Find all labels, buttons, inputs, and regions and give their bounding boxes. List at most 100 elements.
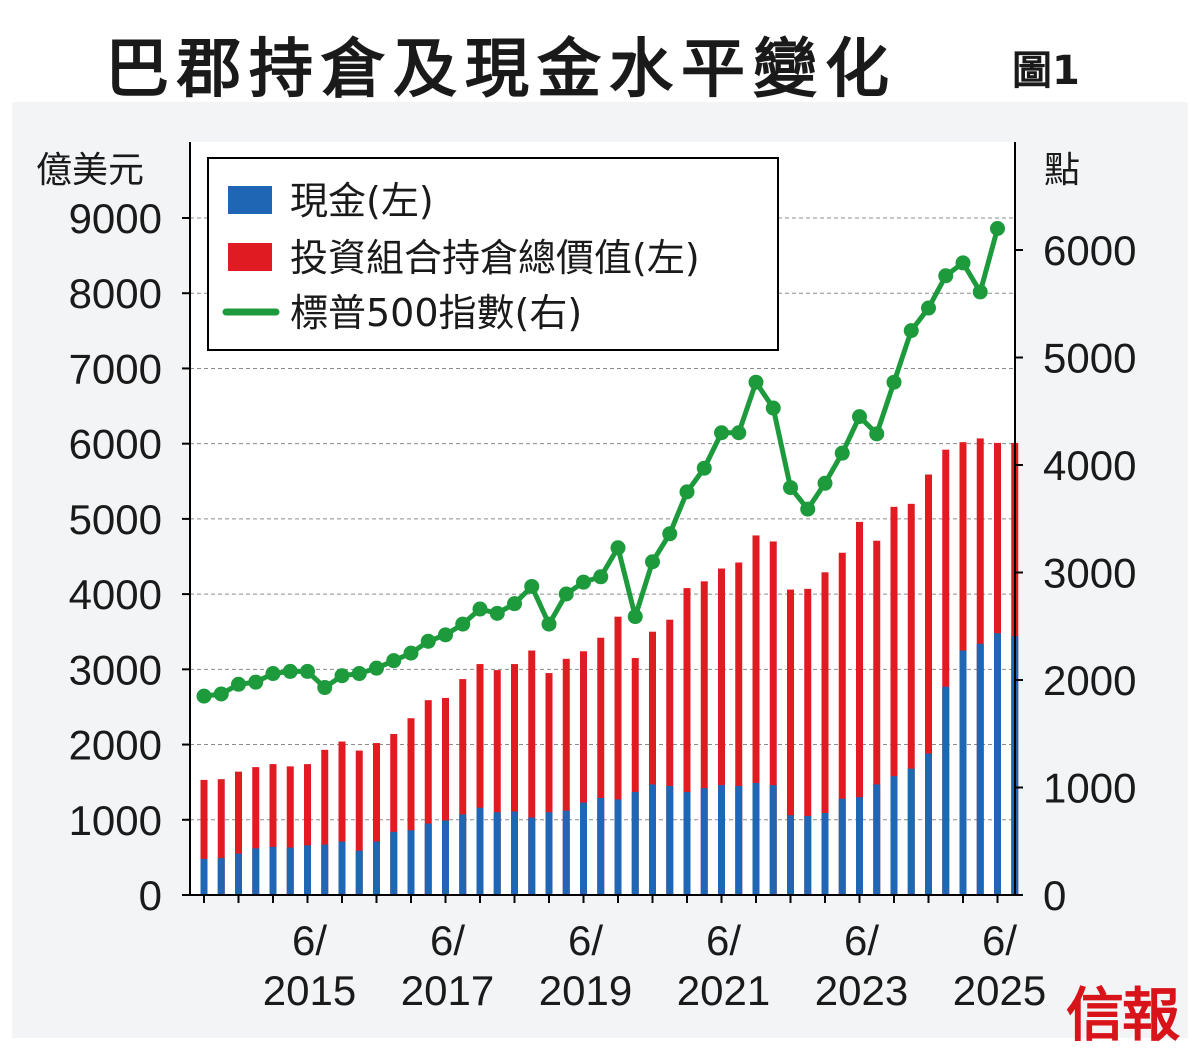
sp500-point — [817, 475, 833, 491]
right-tick-label: 2000 — [1043, 657, 1136, 704]
left-axis-unit: 億美元 — [36, 150, 144, 191]
sp500-point — [593, 569, 609, 585]
portfolio-bar — [321, 749, 329, 895]
legend-swatch — [228, 186, 272, 214]
x-tick-label-year: 2021 — [677, 967, 770, 1014]
cash-bar — [976, 643, 984, 895]
sp500-point — [576, 574, 591, 590]
cash-bar — [735, 785, 743, 895]
cash-bar — [631, 791, 639, 895]
cash-bar — [683, 791, 691, 895]
x-tick-label-year: 2019 — [539, 967, 632, 1014]
sp500-point — [438, 627, 453, 643]
cash-bar — [321, 844, 329, 895]
figure-label: 圖1 — [1012, 48, 1080, 94]
sp500-point — [334, 668, 350, 684]
portfolio-bar — [873, 540, 881, 895]
cash-bar — [459, 814, 467, 895]
sp500-point — [213, 686, 229, 702]
cash-bar — [511, 811, 518, 895]
portfolio-bar — [200, 779, 208, 895]
sp500-point — [558, 586, 574, 602]
cash-bar — [269, 846, 277, 895]
left-tick-label: 4000 — [69, 571, 162, 618]
left-tick-label: 5000 — [69, 496, 162, 543]
x-tick-label-month: 6/ — [844, 917, 879, 964]
portfolio-bar — [424, 700, 432, 895]
portfolio-bar — [856, 521, 863, 895]
cash-bar — [752, 782, 760, 895]
cash-bar — [545, 812, 553, 895]
sp500-point — [282, 663, 298, 679]
left-tick-label: 3000 — [69, 646, 162, 693]
sp500-point — [386, 653, 402, 669]
portfolio-bar — [442, 697, 449, 895]
portfolio-bar — [252, 767, 260, 895]
sp500-point — [472, 601, 488, 617]
portfolio-bar — [235, 771, 242, 895]
portfolio-bar — [700, 581, 708, 895]
sp500-point — [300, 663, 315, 679]
right-tick-label: 6000 — [1043, 227, 1136, 274]
cash-bar — [666, 785, 674, 895]
right-axis-unit: 點 — [1044, 150, 1080, 191]
cash-bar — [700, 788, 708, 895]
sp500-point — [610, 540, 626, 556]
portfolio-bar — [493, 670, 501, 895]
cash-bar — [649, 784, 656, 895]
sp500-point — [455, 616, 471, 632]
cash-bar — [718, 785, 725, 895]
portfolio-bar — [580, 651, 587, 895]
portfolio-bar — [562, 658, 570, 895]
sp500-point — [869, 426, 885, 442]
portfolio-bar — [511, 664, 518, 895]
sp500-point — [524, 578, 540, 594]
brand-logo: 信報 — [1066, 981, 1180, 1049]
portfolio-bar — [407, 718, 415, 895]
sp500-point — [800, 501, 816, 517]
sp500-point — [679, 484, 695, 500]
portfolio-bar — [769, 541, 777, 895]
portfolio-bar — [373, 743, 380, 895]
legend-label: 標普500指數(右) — [290, 291, 582, 335]
sp500-point — [645, 554, 660, 570]
left-tick-label: 2000 — [69, 722, 162, 769]
portfolio-bar — [338, 741, 346, 895]
cash-bar — [994, 633, 1001, 895]
cash-bar — [562, 810, 570, 895]
portfolio-bar — [355, 750, 363, 895]
left-tick-label: 8000 — [69, 270, 162, 317]
sp500-point — [696, 460, 712, 476]
cash-bar — [235, 853, 242, 895]
sp500-point — [231, 676, 246, 692]
portfolio-bar — [666, 619, 674, 895]
left-tick-label: 9000 — [69, 195, 162, 242]
sp500-point — [196, 688, 212, 704]
portfolio-bar — [683, 588, 691, 895]
chart-title: 巴郡持倉及現金水平變化 — [105, 33, 897, 107]
cash-bar — [390, 831, 398, 895]
cash-bar — [217, 858, 225, 895]
cash-bar — [597, 797, 605, 895]
portfolio-bar — [804, 588, 812, 895]
sp500-point — [783, 480, 798, 496]
sp500-point — [248, 674, 264, 690]
x-tick-label-year: 2023 — [815, 967, 908, 1014]
cash-bar — [355, 850, 363, 895]
sp500-point — [886, 374, 902, 390]
sp500-point — [403, 645, 419, 661]
sp500-point — [420, 633, 436, 649]
portfolio-bar — [649, 631, 656, 895]
left-tick-label: 1000 — [69, 797, 162, 844]
legend-label: 投資組合持倉總價值(左) — [290, 236, 700, 280]
right-tick-label: 3000 — [1043, 550, 1136, 597]
cash-bar — [907, 768, 915, 895]
right-tick-label: 1000 — [1043, 765, 1136, 812]
cash-bar — [856, 797, 863, 895]
cash-bar — [304, 845, 311, 895]
cash-bar — [942, 686, 950, 895]
sp500-point — [731, 425, 747, 441]
x-tick-label-month: 6/ — [292, 917, 327, 964]
cash-bar — [286, 847, 294, 895]
